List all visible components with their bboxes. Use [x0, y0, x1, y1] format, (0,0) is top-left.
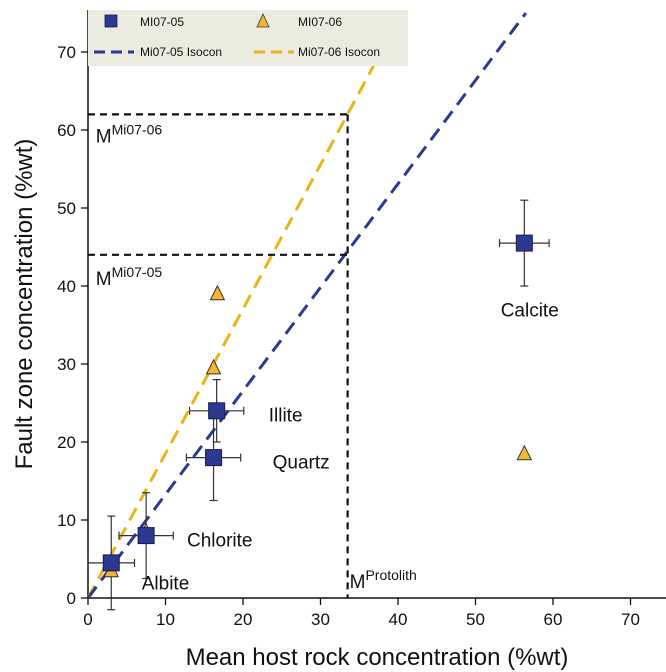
- legend: MI07-05 MI07-06 Mi07-05 Isocon Mi07-06 I…: [88, 10, 408, 66]
- y-tick-label: 0: [67, 589, 76, 608]
- m-mi07-05-label: MMi07-05: [96, 264, 163, 290]
- x-tick-label: 70: [621, 610, 640, 629]
- m-mi07-06-label-sup: Mi07-06: [112, 121, 163, 137]
- y-tick-label: 20: [57, 433, 76, 452]
- point-mi07-06-quartz: [205, 358, 222, 375]
- x-tick-label: 10: [156, 610, 175, 629]
- x-tick-label: 30: [311, 610, 330, 629]
- legend-marker-mi07-06: [256, 13, 270, 28]
- point-mi07-05-calcite: [515, 234, 533, 252]
- legend-label-mi07-05: MI07-05: [140, 15, 184, 29]
- mineral-label-albite: Albite: [142, 573, 190, 594]
- isocon-line-mi07-05: [88, 12, 528, 598]
- x-tick-label: 50: [466, 610, 485, 629]
- y-tick-label: 10: [57, 511, 76, 530]
- y-tick-label: 70: [57, 43, 76, 62]
- point-mi07-06-illite: [209, 284, 226, 301]
- legend-label-mi07-06-isocon: Mi07-06 Isocon: [298, 45, 380, 59]
- isocon-line-mi07-06: [88, 12, 404, 598]
- point-mi07-05-illite: [208, 402, 226, 420]
- x-tick-label: 0: [83, 610, 92, 629]
- mineral-label-illite: Illite: [269, 406, 303, 427]
- m-mi07-06-label-base: M: [96, 126, 112, 147]
- x-tick-label: 40: [389, 610, 408, 629]
- mineral-label-quartz: Quartz: [273, 453, 330, 474]
- point-mi07-05-albite: [102, 554, 120, 572]
- y-tick-label: 40: [57, 277, 76, 296]
- legend-marker-mi07-05: [104, 14, 118, 28]
- m-mi07-06-label: MMi07-06: [96, 121, 163, 147]
- y-tick-label: 30: [57, 355, 76, 374]
- m-mi07-05-label-sup: Mi07-05: [112, 264, 163, 280]
- m-mi07-05-label-base: M: [96, 269, 112, 290]
- point-mi07-05-quartz: [205, 449, 223, 467]
- y-tick-label: 60: [57, 121, 76, 140]
- legend-label-mi07-05-isocon: Mi07-05 Isocon: [140, 45, 222, 59]
- x-axis-title: Mean host rock concentration (%wt): [186, 644, 569, 671]
- y-tick-label: 50: [57, 199, 76, 218]
- m-protolith-label-sup: Protolith: [365, 567, 416, 583]
- point-mi07-05-chlorite: [137, 527, 155, 545]
- m-protolith-label: MProtolith: [350, 567, 417, 593]
- x-tick-label: 60: [544, 610, 563, 629]
- mineral-label-chlorite: Chlorite: [187, 531, 252, 552]
- y-axis-title: Fault zone concentration (%wt): [11, 139, 38, 470]
- legend-label-mi07-06: MI07-06: [298, 15, 342, 29]
- mineral-label-calcite: Calcite: [501, 300, 559, 321]
- m-protolith-label-base: M: [350, 572, 366, 593]
- legend-box: [88, 10, 408, 66]
- x-tick-label: 20: [234, 610, 253, 629]
- point-mi07-06-calcite: [516, 444, 533, 461]
